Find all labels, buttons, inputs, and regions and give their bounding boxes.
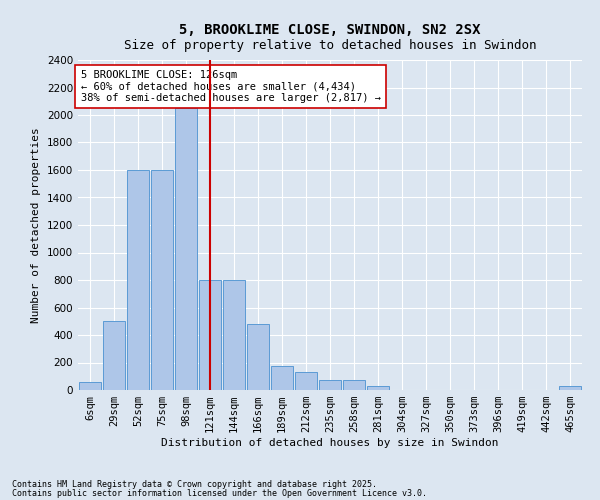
Text: 5 BROOKLIME CLOSE: 126sqm
← 60% of detached houses are smaller (4,434)
38% of se: 5 BROOKLIME CLOSE: 126sqm ← 60% of detac… [80, 70, 380, 103]
Bar [223, 280, 245, 390]
X-axis label: Distribution of detached houses by size in Swindon: Distribution of detached houses by size … [161, 438, 499, 448]
Bar [295, 372, 317, 390]
Bar [367, 386, 389, 390]
Text: Contains public sector information licensed under the Open Government Licence v3: Contains public sector information licen… [12, 488, 427, 498]
Text: Contains HM Land Registry data © Crown copyright and database right 2025.: Contains HM Land Registry data © Crown c… [12, 480, 377, 489]
Bar [319, 380, 341, 390]
Y-axis label: Number of detached properties: Number of detached properties [31, 127, 41, 323]
Text: 5, BROOKLIME CLOSE, SWINDON, SN2 2SX: 5, BROOKLIME CLOSE, SWINDON, SN2 2SX [179, 22, 481, 36]
Bar [199, 280, 221, 390]
Bar [247, 324, 269, 390]
Bar [343, 380, 365, 390]
Bar [103, 322, 125, 390]
Bar [151, 170, 173, 390]
Bar [271, 366, 293, 390]
Text: Size of property relative to detached houses in Swindon: Size of property relative to detached ho… [124, 39, 536, 52]
Bar [175, 108, 197, 390]
Bar [559, 386, 581, 390]
Bar [79, 382, 101, 390]
Bar [127, 170, 149, 390]
